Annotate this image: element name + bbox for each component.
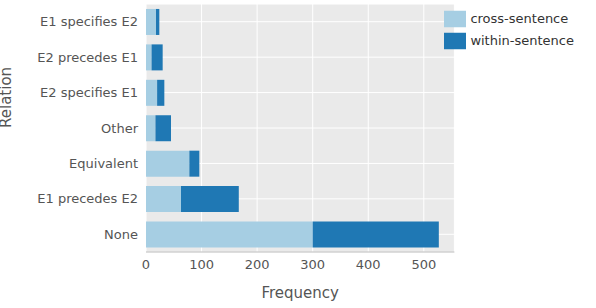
svg-text:200: 200	[245, 257, 270, 272]
svg-text:Equivalent: Equivalent	[69, 156, 138, 171]
svg-text:Relation: Relation	[8, 67, 15, 128]
svg-text:Frequency: Frequency	[261, 284, 339, 302]
svg-text:None: None	[104, 227, 138, 242]
svg-text:300: 300	[300, 257, 325, 272]
svg-text:E2 specifies E1: E2 specifies E1	[40, 85, 138, 100]
html-text:cross-sentence: cross-sentence	[470, 10, 569, 26]
svg-text:400: 400	[356, 257, 381, 272]
svg-text:500: 500	[411, 257, 436, 272]
svg-text:0: 0	[142, 257, 150, 272]
svg-text:Other: Other	[101, 121, 139, 136]
svg-text:E2 precedes E1: E2 precedes E1	[37, 50, 138, 65]
html-text:within-sentence: within-sentence	[470, 32, 574, 48]
svg-text:E1 precedes E2: E1 precedes E2	[37, 191, 138, 206]
svg-text:E1 specifies E2: E1 specifies E2	[40, 14, 138, 29]
svg-text:100: 100	[189, 257, 214, 272]
